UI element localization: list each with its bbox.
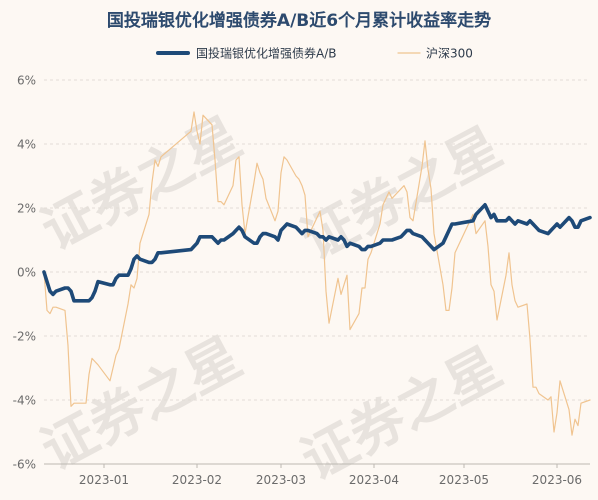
x-tick-label: 2023-03 bbox=[256, 473, 306, 487]
y-tick-label: -2% bbox=[13, 330, 36, 344]
legend-label: 国投瑞银优化增强债券A/B bbox=[196, 46, 337, 61]
x-tick-label: 2023-06 bbox=[532, 473, 582, 487]
legend-label: 沪深300 bbox=[426, 47, 473, 61]
legend: 国投瑞银优化增强债券A/B 沪深300 bbox=[156, 46, 473, 61]
x-tick-label: 2023-02 bbox=[172, 473, 222, 487]
x-axis: 2023-01 2023-02 2023-03 2023-04 2023-05 2023-… bbox=[44, 463, 590, 487]
y-tick-label: 2% bbox=[17, 202, 36, 216]
series-group bbox=[42, 111, 592, 436]
x-tick-label: 2023-04 bbox=[349, 473, 399, 487]
benchmark-series-line bbox=[43, 111, 591, 436]
y-tick-label: 4% bbox=[17, 138, 36, 152]
y-tick-label: 6% bbox=[17, 74, 36, 88]
y-tick-label: -4% bbox=[13, 394, 36, 408]
watermark-text: 证券之星 bbox=[291, 335, 511, 492]
chart-title: 国投瑞银优化增强债券A/B近6个月累计收益率走势 bbox=[107, 10, 491, 31]
y-tick-label: -6% bbox=[13, 458, 36, 472]
watermark-text: 证券之星 bbox=[31, 325, 251, 482]
x-tick-label: 2023-01 bbox=[79, 473, 129, 487]
y-tick-label: 0% bbox=[17, 266, 36, 280]
y-axis: 6% 4% 2% 0% -2% -4% -6% bbox=[13, 74, 36, 472]
x-tick-label: 2023-05 bbox=[439, 473, 489, 487]
fund-series-line bbox=[42, 203, 592, 303]
